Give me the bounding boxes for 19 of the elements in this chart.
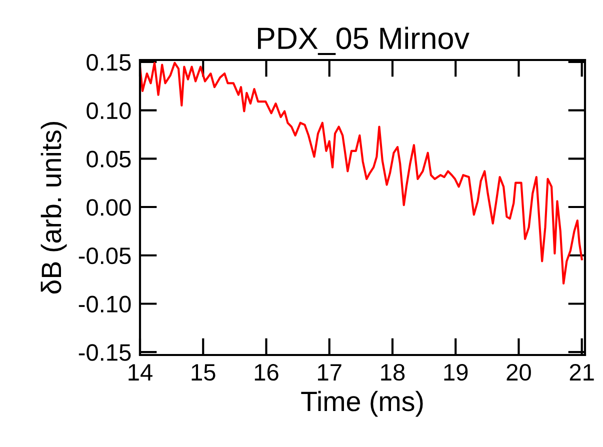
y-tick-label: -0.15 (78, 344, 131, 361)
y-tick-label: -0.05 (78, 247, 131, 264)
y-axis-title: δB (arb. units) (40, 122, 67, 294)
x-tick-label: 14 (128, 364, 152, 380)
y-tick-label: 0.10 (86, 102, 131, 120)
x-tick-label: 16 (254, 364, 278, 381)
y-tick-label: 0.15 (86, 54, 131, 71)
y-tick-label: -0.10 (78, 296, 131, 313)
y-tick-label: 0.00 (86, 199, 131, 216)
x-axis-title: Time (ms) (301, 390, 423, 417)
x-tick-label: 19 (444, 364, 468, 381)
x-tick-label: 20 (506, 364, 531, 381)
x-tick-label: 21 (570, 364, 594, 380)
x-tick-label: 15 (192, 364, 216, 381)
chart-title: PDX_05 Mirnov (258, 26, 470, 55)
y-tick-label: 0.05 (86, 150, 131, 168)
line-series (140, 62, 583, 284)
x-tick-label: 18 (381, 364, 405, 381)
x-tick-label: 17 (318, 364, 342, 380)
